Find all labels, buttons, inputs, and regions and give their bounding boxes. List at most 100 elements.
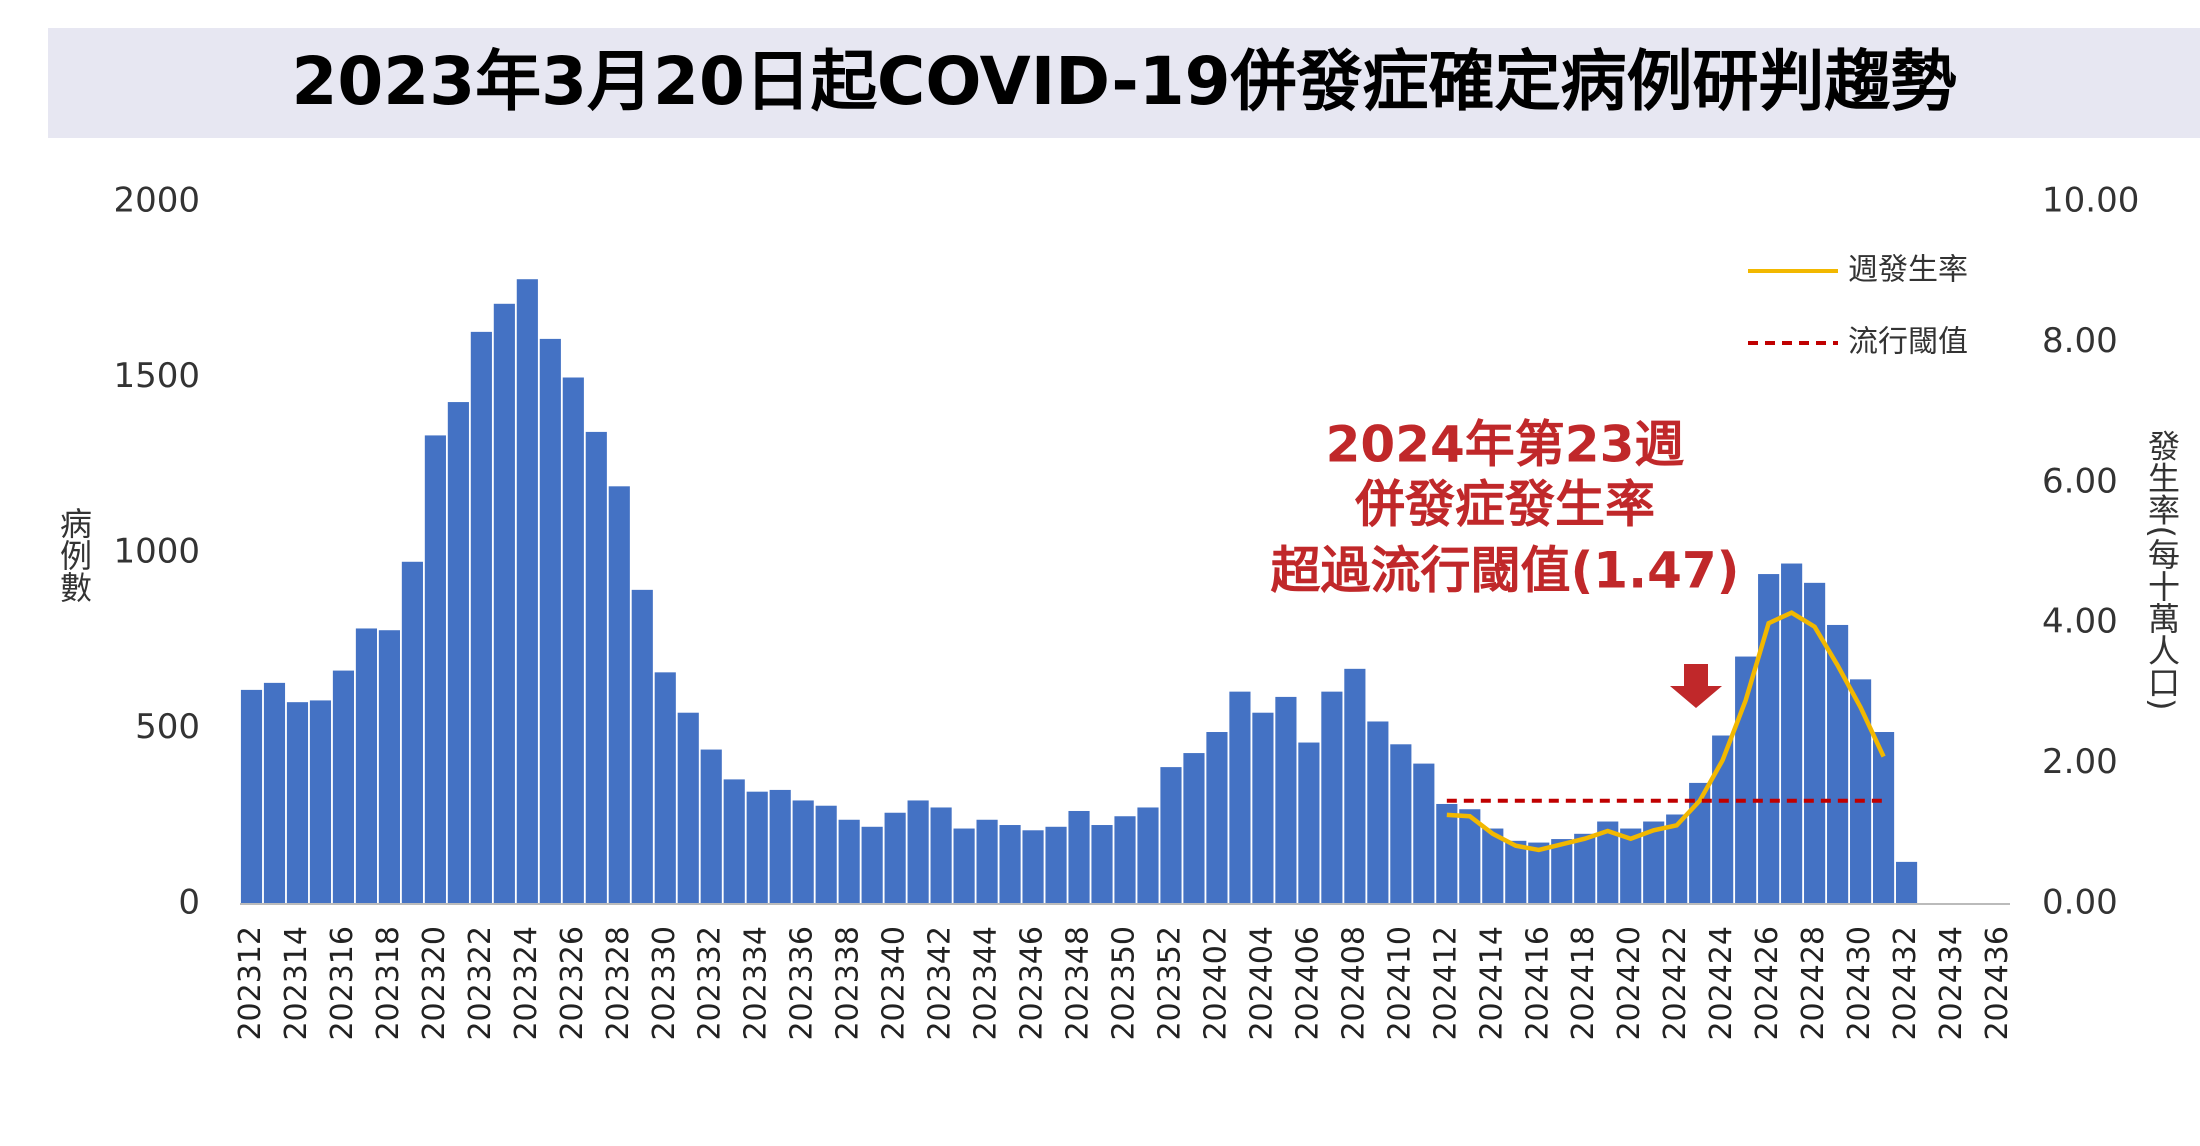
bar <box>1482 828 1504 904</box>
bar <box>1758 574 1780 904</box>
bar <box>1114 816 1136 904</box>
x-tick-label: 202412 <box>1428 926 1463 1041</box>
bar <box>930 807 952 904</box>
bar <box>677 712 699 904</box>
bar <box>447 402 469 904</box>
x-tick-label: 202422 <box>1658 926 1693 1041</box>
bar <box>723 779 745 904</box>
bar <box>309 700 332 904</box>
y-tick-label: 0 <box>178 883 200 923</box>
x-tick-label: 202340 <box>877 926 912 1041</box>
bar <box>1597 821 1619 904</box>
y2-tick-label: 8.00 <box>2042 321 2118 361</box>
bar <box>1804 582 1826 904</box>
y-tick-label: 1500 <box>113 356 200 396</box>
bar <box>884 812 906 904</box>
bar <box>976 819 998 904</box>
bar <box>1712 735 1734 904</box>
title-band <box>48 28 2200 138</box>
bar <box>1022 830 1044 904</box>
x-tick-label: 202318 <box>371 926 406 1041</box>
x-tick-label: 202322 <box>463 926 498 1041</box>
bar <box>1643 821 1665 904</box>
bar <box>1436 803 1458 904</box>
bar <box>1344 668 1366 904</box>
x-tick-label: 202408 <box>1336 926 1371 1041</box>
bar <box>631 589 653 904</box>
bar <box>1781 563 1803 904</box>
bar <box>424 435 446 904</box>
x-tick-label: 202428 <box>1796 926 1831 1041</box>
x-tick-label: 202404 <box>1244 926 1279 1041</box>
bar <box>263 682 286 904</box>
y-tick-label: 500 <box>135 707 200 747</box>
x-tick-label: 202344 <box>969 926 1004 1041</box>
bar <box>1459 809 1481 904</box>
bar <box>470 331 492 904</box>
bar <box>539 338 561 904</box>
bar <box>608 486 630 904</box>
x-tick-label: 202416 <box>1520 926 1555 1041</box>
bar <box>1068 810 1090 904</box>
y-tick-label: 2000 <box>113 181 200 221</box>
y2-tick-label: 2.00 <box>2042 742 2118 782</box>
bar <box>1505 840 1527 904</box>
x-tick-label: 202414 <box>1474 926 1509 1041</box>
bar <box>746 791 768 904</box>
bar <box>1827 624 1849 904</box>
bar <box>838 819 860 904</box>
bar <box>1367 721 1389 904</box>
x-tick-label: 202350 <box>1107 926 1142 1041</box>
x-tick-label: 202426 <box>1750 926 1785 1041</box>
x-tick-label: 202432 <box>1888 926 1923 1041</box>
bar <box>815 805 837 904</box>
x-tick-label: 202314 <box>279 926 314 1041</box>
bar <box>769 789 791 904</box>
x-tick-label: 202326 <box>555 926 590 1041</box>
bar <box>861 826 883 904</box>
bar <box>1620 828 1642 904</box>
bar <box>1160 767 1182 904</box>
bar <box>1229 691 1251 904</box>
bar <box>562 377 584 904</box>
legend-label: 週發生率 <box>1848 253 1968 288</box>
bar <box>1528 842 1550 904</box>
bar <box>355 628 378 904</box>
bar <box>1137 807 1159 904</box>
y2-tick-label: 6.00 <box>2042 461 2118 501</box>
y2-tick-label: 0.00 <box>2042 883 2118 923</box>
bar <box>999 825 1021 904</box>
bar <box>1850 679 1872 904</box>
bar <box>286 702 309 904</box>
x-tick-label: 202320 <box>417 926 452 1041</box>
bar <box>1321 691 1343 904</box>
x-tick-label: 202316 <box>325 926 360 1041</box>
x-tick-label: 202330 <box>647 926 682 1041</box>
bar <box>1551 839 1573 904</box>
x-tick-label: 202352 <box>1152 926 1187 1041</box>
bar <box>1183 753 1205 904</box>
bar <box>1872 732 1895 904</box>
bar <box>700 749 722 904</box>
y2-axis-label: 發生率(每十萬人口) <box>2143 430 2181 711</box>
bar <box>401 561 423 904</box>
bar <box>1206 732 1228 904</box>
bar <box>953 828 975 904</box>
legend-label: 流行閾值 <box>1848 325 1968 360</box>
x-tick-label: 202430 <box>1842 926 1877 1041</box>
x-tick-label: 202342 <box>923 926 958 1041</box>
bar <box>332 670 355 904</box>
bar <box>378 630 400 904</box>
y-axis-label: 病例數 <box>55 507 93 603</box>
y-tick-label: 1000 <box>113 532 200 572</box>
x-tick-label: 202346 <box>1015 926 1050 1041</box>
annotation: 併發症發生率 <box>1354 476 1655 534</box>
bar <box>1413 763 1435 904</box>
y2-tick-label: 4.00 <box>2042 602 2118 642</box>
bar <box>240 689 263 904</box>
bar <box>1895 861 1918 904</box>
bar <box>516 279 538 905</box>
x-tick-label: 202436 <box>1980 926 2015 1041</box>
bar <box>654 672 676 904</box>
chart-title: 2023年3月20日起COVID-19併發症確定病例研判趨勢 <box>291 43 1956 120</box>
